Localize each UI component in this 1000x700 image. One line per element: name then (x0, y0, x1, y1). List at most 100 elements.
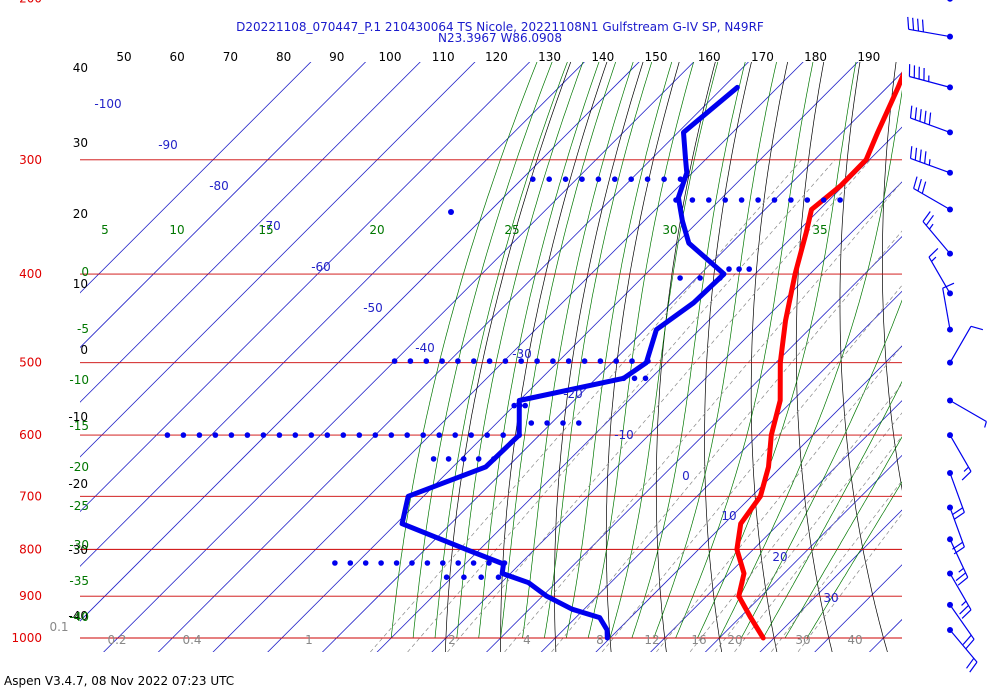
dewpoint-spike (677, 275, 723, 281)
theta-e-label: -30 (69, 538, 89, 552)
wind-barb-flag (961, 600, 967, 606)
mixing-ratio-line (601, 284, 902, 652)
footer-version: Aspen V3.4.7, 08 Nov 2022 07:23 UTC (4, 674, 235, 688)
moist-adiabat-line (653, 62, 777, 639)
mixing-ratio-bottom-label: 0.2 (107, 633, 126, 647)
mixing-ratio-bottom-label: 2 (448, 633, 456, 647)
top-axis-label: 170 (751, 50, 774, 64)
wind-barb-flag (928, 112, 932, 125)
isotherm-line (103, 62, 695, 652)
isotherm-label: -50 (363, 301, 383, 315)
dewpoint-point (755, 197, 761, 203)
moist-adiabat-line (565, 62, 673, 639)
dewpoint-point (443, 574, 450, 580)
chart-title: D20221108_070447_P.1 210430064 TS Nicole… (236, 20, 764, 34)
isotherm-line (704, 454, 902, 652)
wind-barb-flag (958, 567, 964, 573)
dewpoint-point (629, 358, 635, 364)
isotherm-line (540, 290, 902, 652)
dewpoint-point (717, 275, 723, 281)
wind-barb-staff (908, 28, 951, 38)
isotherm-line (80, 62, 367, 349)
wind-barb (947, 432, 972, 481)
dewpoint-point (430, 456, 437, 462)
moist-adiabat-line (697, 62, 857, 639)
wind-barb-staff (913, 187, 951, 211)
isotherm-line (814, 564, 902, 652)
mixing-ratio-bottom-label: 0.4 (182, 633, 201, 647)
dewpoint-point (620, 375, 627, 382)
dewpoint-point (164, 432, 171, 438)
dewpoint-point (689, 197, 696, 203)
dewpoint-point (518, 358, 524, 364)
dewpoint-point (420, 432, 427, 438)
dry-adiabat-line (839, 62, 888, 652)
dewpoint-point (550, 358, 556, 364)
dewpoint-point (746, 266, 752, 272)
top-axis-label: 130 (538, 50, 561, 64)
wind-barb-flag (959, 605, 969, 615)
isotherm-label: -10 (614, 428, 634, 442)
mixing-ratio-top-label: 10 (169, 223, 184, 237)
dewpoint-point (644, 176, 651, 182)
dewpoint-point (468, 432, 475, 438)
mixing-ratio-bottom-label: 20 (727, 633, 742, 647)
dewpoint-point (491, 456, 497, 462)
wind-barb-staff (949, 326, 972, 363)
dewpoint-point (771, 197, 778, 203)
dry-adiabat-line (605, 62, 680, 652)
height-label: 20 (73, 207, 88, 221)
wind-barb-flag (957, 576, 969, 586)
isotherm-label: -20 (563, 387, 583, 401)
moist-adiabat-line (412, 62, 553, 639)
isotherm-line (376, 126, 902, 652)
dewpoint-point (393, 560, 400, 566)
dewpoint-point (455, 560, 462, 566)
wind-barb-flag (952, 507, 963, 516)
wind-barb (947, 601, 975, 650)
mixing-ratio-line (447, 159, 871, 652)
mixing-ratio-line (770, 480, 902, 652)
wind-barb (913, 176, 953, 213)
dry-adiabat-line (795, 62, 833, 652)
wind-barb (947, 469, 965, 520)
dewpoint-point (404, 432, 411, 438)
isotherm-line (431, 181, 902, 652)
wind-barb-flag (917, 18, 920, 32)
wind-barb (907, 16, 953, 40)
dewpoint-point (356, 432, 363, 438)
moist-adiabat-line (390, 62, 538, 639)
wind-barb-staff (949, 604, 975, 640)
dewpoint-point (501, 560, 508, 566)
isotherm-label: -70 (261, 219, 281, 233)
dewpoint-point (738, 197, 745, 203)
dewpoint-spike (430, 456, 497, 462)
dewpoint-point (613, 358, 619, 364)
isotherm-line (321, 71, 902, 652)
dewpoint-point (308, 432, 315, 438)
moist-adiabat-line (587, 62, 694, 639)
mixing-ratio-top-label: 5 (101, 223, 109, 237)
wind-barb-staff (949, 434, 972, 472)
moist-adiabat-line (500, 62, 617, 639)
pressure-label: 700 (19, 489, 42, 503)
wind-barb-staff (949, 539, 969, 578)
dewpoint-point (455, 358, 461, 364)
isotherm-label: -30 (512, 347, 532, 361)
dewpoint-point (677, 176, 684, 182)
moist-adiabat-line (784, 436, 902, 639)
pressure-label: 600 (19, 428, 42, 442)
height-label: -10 (68, 410, 88, 424)
dewpoint-point (439, 358, 445, 364)
dewpoint-point (212, 432, 219, 438)
top-axis-label: 80 (276, 50, 291, 64)
wind-barb-staff (909, 75, 951, 88)
dewpoint-point (471, 358, 477, 364)
dewpoint-point (534, 358, 540, 364)
dewpoint-point (324, 432, 331, 438)
dewpoint-point (228, 432, 235, 438)
wind-barb (909, 105, 953, 136)
dewpoint-point (631, 375, 638, 382)
theta-e-label: -5 (77, 322, 89, 336)
wind-barb (947, 570, 972, 619)
